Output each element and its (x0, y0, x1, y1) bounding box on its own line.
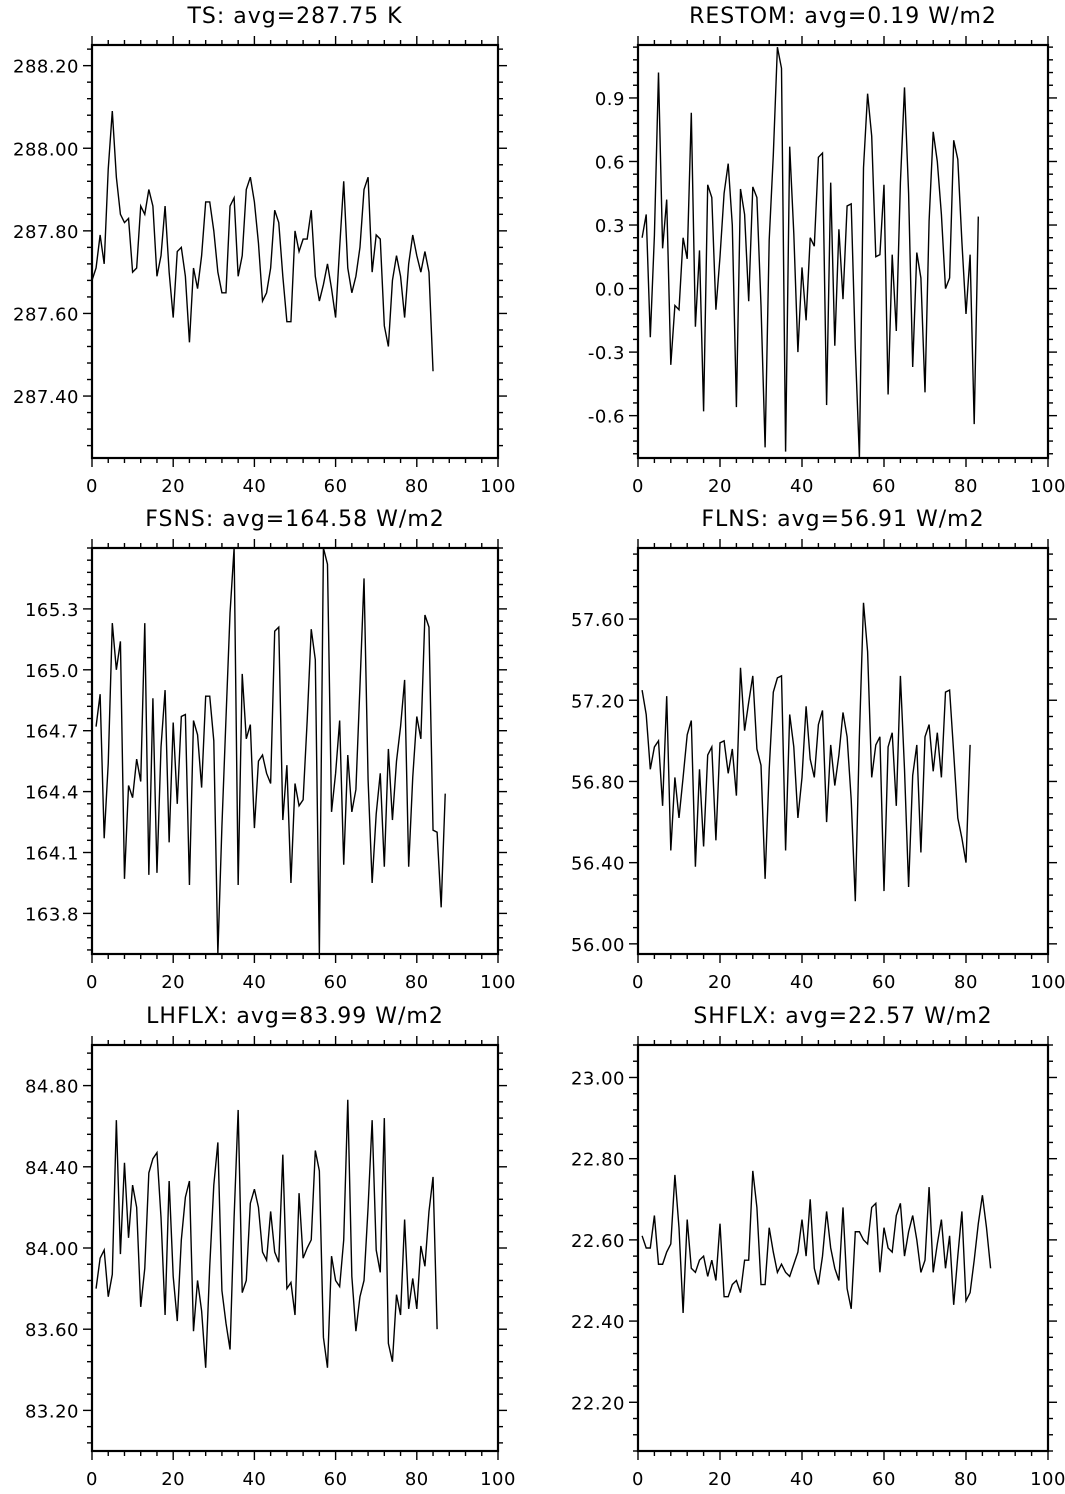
y-tick-label: -0.6 (588, 407, 625, 428)
x-tick-label: 0 (632, 972, 644, 993)
y-tick-label: 287.40 (13, 387, 79, 408)
x-tick-label: 20 (161, 476, 185, 497)
x-tick-label: 40 (242, 476, 266, 497)
x-tick-label: 60 (324, 476, 348, 497)
y-tick-label: 22.60 (571, 1231, 625, 1252)
chart-title: FSNS: avg=164.58 W/m2 (145, 507, 445, 532)
plot-frame (90, 546, 500, 956)
y-tick-label: 56.40 (571, 854, 625, 875)
x-tick-label: 80 (405, 476, 429, 497)
x-tick-label: 0 (632, 1469, 644, 1490)
chart-title: LHFLX: avg=83.99 W/m2 (146, 1004, 444, 1029)
x-tick-label: 20 (708, 476, 732, 497)
y-tick-label: 56.00 (571, 935, 625, 956)
chart-panel-2: RESTOM: avg=0.19 W/m2 0 20 40 60 80 100 -0.6 -0.… (588, 4, 1065, 497)
plot-frame (636, 43, 1050, 460)
y-tick-label: 288.00 (13, 139, 79, 160)
chart-title: SHFLX: avg=22.57 W/m2 (693, 1004, 992, 1029)
plot-frame (636, 546, 1050, 956)
x-tick-label: 20 (161, 972, 185, 993)
plot-frame (90, 43, 500, 460)
series-line (95, 1099, 438, 1368)
series-line (641, 1170, 992, 1313)
x-tick-label: 100 (480, 972, 516, 993)
y-tick-label: 56.80 (571, 772, 625, 793)
y-tick-label: 164.7 (25, 722, 79, 743)
x-tick-label: 40 (242, 972, 266, 993)
x-tick-label: 40 (790, 1469, 814, 1490)
x-tick-label: 80 (954, 972, 978, 993)
series-line (92, 111, 434, 372)
y-tick-label: 22.80 (571, 1150, 625, 1171)
y-tick-label: 83.20 (25, 1401, 79, 1422)
x-tick-label: 60 (872, 476, 896, 497)
x-tick-label: 60 (324, 1469, 348, 1490)
x-tick-label: 0 (86, 476, 98, 497)
chart-panel-6: SHFLX: avg=22.57 W/m2 0 20 40 60 80 100 22.20 22… (571, 1004, 1065, 1490)
plot-frame (90, 1043, 500, 1453)
plot-frame (636, 1043, 1050, 1453)
y-tick-label: 0.3 (595, 216, 625, 237)
x-tick-label: 20 (708, 1469, 732, 1490)
x-tick-label: 100 (1030, 476, 1065, 497)
x-tick-label: 0 (86, 972, 98, 993)
x-tick-label: 100 (480, 1469, 516, 1490)
y-tick-label: 165.3 (25, 600, 79, 621)
y-tick-label: 165.0 (25, 661, 79, 682)
y-tick-label: 84.00 (25, 1239, 79, 1260)
y-tick-label: 84.80 (25, 1077, 79, 1098)
chart-title: RESTOM: avg=0.19 W/m2 (689, 4, 997, 29)
x-tick-label: 80 (405, 1469, 429, 1490)
x-tick-label: 80 (954, 476, 978, 497)
series-line (641, 46, 979, 458)
chart-panel-5: LHFLX: avg=83.99 W/m2 0 20 40 60 80 100 83.20 83… (25, 1004, 516, 1490)
y-tick-label: 288.20 (13, 57, 79, 78)
y-tick-label: 0.0 (595, 280, 625, 301)
series-line (641, 602, 971, 902)
x-tick-label: 60 (872, 972, 896, 993)
y-tick-label: 164.4 (25, 783, 79, 804)
x-tick-label: 0 (632, 476, 644, 497)
chart-panel-3: FSNS: avg=164.58 W/m2 0 20 40 60 80 100 163.8 16… (25, 507, 516, 993)
series-line (95, 548, 446, 954)
x-tick-label: 80 (405, 972, 429, 993)
y-tick-label: 163.8 (25, 904, 79, 925)
y-tick-label: -0.3 (588, 343, 625, 364)
x-tick-label: 100 (480, 476, 516, 497)
x-tick-label: 100 (1030, 1469, 1065, 1490)
x-tick-label: 40 (790, 476, 814, 497)
y-tick-label: 22.20 (571, 1393, 625, 1414)
x-tick-label: 60 (324, 972, 348, 993)
x-tick-label: 80 (954, 1469, 978, 1490)
chart-panel-1: TS: avg=287.75 K 0 20 40 60 80 100 287.40 287.60… (13, 4, 516, 497)
y-tick-label: 164.1 (25, 844, 79, 865)
chart-title: TS: avg=287.75 K (186, 4, 402, 29)
x-tick-label: 0 (86, 1469, 98, 1490)
x-tick-label: 40 (242, 1469, 266, 1490)
y-tick-label: 57.60 (571, 610, 625, 631)
y-tick-label: 0.6 (595, 152, 625, 173)
x-tick-label: 20 (161, 1469, 185, 1490)
chart-title: FLNS: avg=56.91 W/m2 (701, 507, 984, 532)
x-tick-label: 60 (872, 1469, 896, 1490)
y-tick-label: 23.00 (571, 1068, 625, 1089)
x-tick-label: 20 (708, 972, 732, 993)
y-tick-label: 22.40 (571, 1312, 625, 1333)
y-tick-label: 83.60 (25, 1320, 79, 1341)
y-tick-label: 57.20 (571, 691, 625, 712)
y-tick-label: 287.60 (13, 304, 79, 325)
y-tick-label: 84.40 (25, 1158, 79, 1179)
x-tick-label: 100 (1030, 972, 1065, 993)
x-tick-label: 40 (790, 972, 814, 993)
chart-panel-4: FLNS: avg=56.91 W/m2 0 20 40 60 80 100 56.00 56.… (571, 507, 1065, 993)
y-tick-label: 0.9 (595, 89, 625, 110)
y-tick-label: 287.80 (13, 222, 79, 243)
